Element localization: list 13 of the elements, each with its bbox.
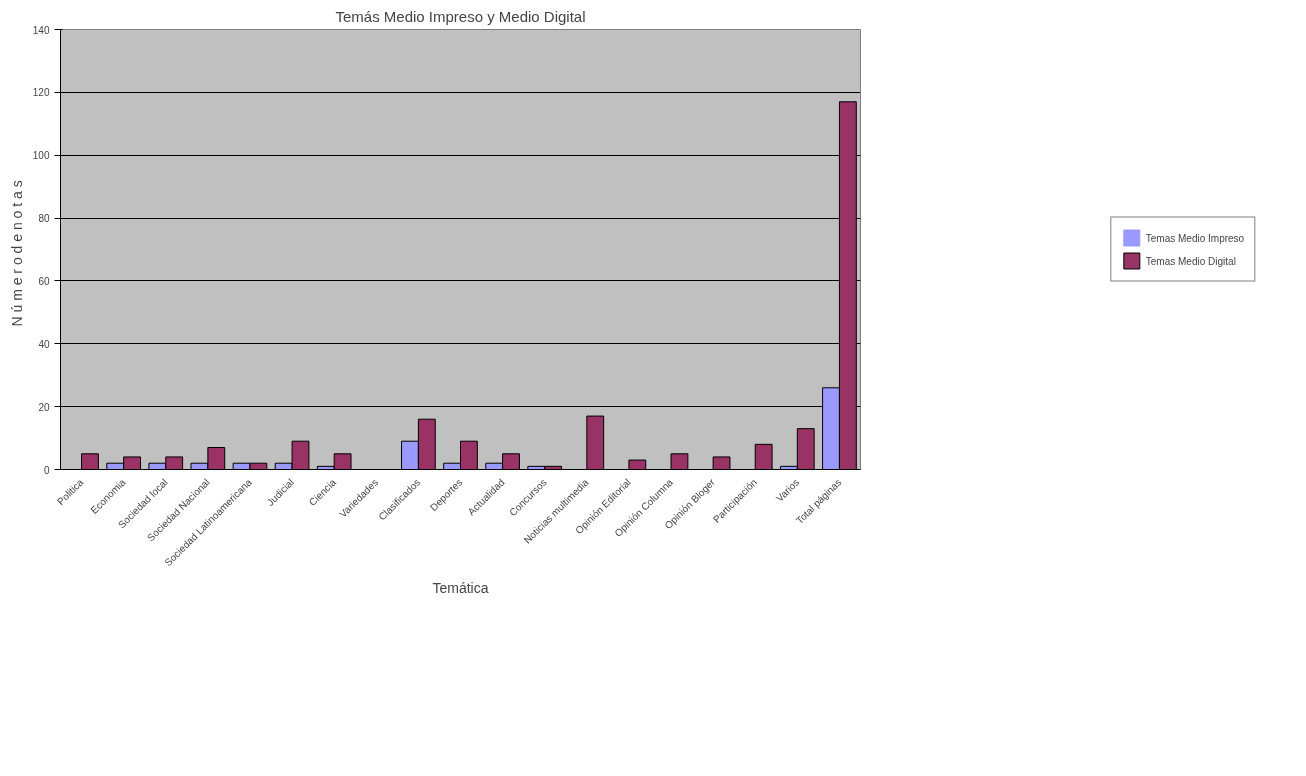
y-tick-label: 80	[38, 213, 50, 225]
legend-label: Temas Medio Impreso	[1145, 232, 1245, 243]
y-tick-label: 60	[38, 275, 50, 287]
y-tick-label: 100	[32, 150, 50, 162]
legend-label: Temas Medio Digital	[1145, 255, 1236, 266]
y-tick-label: 140	[32, 24, 50, 36]
y-axis-title: N ú m e r o d e n o t a s	[8, 180, 25, 327]
y-tick-label: 0	[43, 464, 50, 476]
chart-title: Temás Medio Impreso y Medio Digital	[335, 7, 586, 25]
y-tick-label: 120	[32, 87, 50, 99]
x-axis-title: Temática	[432, 580, 489, 597]
y-tick-label: 20	[38, 401, 50, 413]
y-tick-label: 40	[38, 338, 50, 350]
